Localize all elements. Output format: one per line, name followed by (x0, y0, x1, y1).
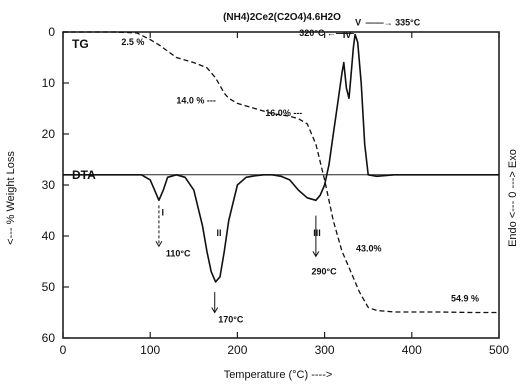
annotation-label: 16.0% --- (265, 108, 302, 118)
axis-ticks: 0 100 200 300 400 500 0 10 20 30 40 50 60 (42, 25, 510, 357)
series-line-tg (63, 31, 499, 314)
series-line-dta (63, 33, 499, 283)
x-tick-label: 500 (489, 343, 509, 357)
annotation-label: 43.0% (356, 243, 382, 253)
annotation-label: 320°C ←—— (299, 28, 354, 38)
x-tick-label: 400 (402, 343, 422, 357)
x-tick-label: 200 (227, 343, 247, 357)
series-layer (63, 31, 499, 314)
y-tick-label: 30 (42, 178, 56, 192)
annotation-label: 14.0 % --- (176, 95, 216, 105)
annotation-layer: 2.5 % 14.0 % --- 16.0% --- 43.0% 54.9 % I 110°… (121, 17, 479, 324)
y-tick-label: 60 (42, 331, 56, 345)
x-tick-label: 300 (315, 343, 335, 357)
peak-arrow-head (312, 251, 320, 258)
x-axis-label: Temperature (°C) ----> (224, 369, 333, 381)
peak-arrow-head (211, 307, 219, 314)
annotation-label: II (216, 228, 221, 238)
annotation-label: 290°C (312, 266, 338, 276)
annotation-label: ——→ 335°C (366, 17, 421, 27)
annotation-label: 170°C (218, 315, 244, 325)
y-tick-label: 0 (48, 25, 55, 39)
chart-title: (NH4)2Ce2(C2O4)4.6H2O (223, 12, 341, 23)
y-tick-label: 10 (42, 76, 56, 90)
annotation-label: IV (343, 30, 352, 40)
peak-arrow-head (155, 240, 163, 248)
annotation-label: I (162, 208, 165, 218)
y-tick-label: 50 (42, 280, 56, 294)
series-label-tg: TG (72, 37, 89, 51)
x-tick-label: 0 (60, 343, 67, 357)
y-axis-label: <--- % Weight Loss (5, 151, 17, 245)
annotation-label: 110°C (166, 248, 191, 258)
annotation-label: III (313, 228, 321, 238)
baselines (63, 31, 499, 176)
y-tick-label: 40 (42, 229, 56, 243)
annotation-label: V (355, 17, 361, 27)
plot-frame (62, 31, 500, 339)
x-tick-label: 100 (140, 343, 160, 357)
annotation-label: 2.5 % (121, 37, 144, 47)
series-label-dta: DTA (72, 168, 96, 182)
y2-axis-label: Endo <--- 0 ---> Exo (507, 149, 519, 247)
y-tick-label: 20 (42, 127, 56, 141)
annotation-label: 54.9 % (451, 293, 479, 303)
